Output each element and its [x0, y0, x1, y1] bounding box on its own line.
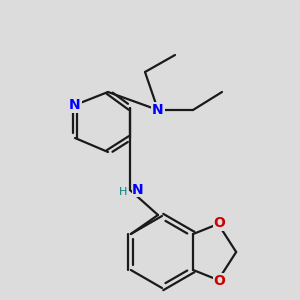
Text: O: O — [213, 274, 225, 288]
Text: N: N — [132, 183, 144, 197]
Text: O: O — [213, 216, 225, 230]
Text: N: N — [152, 103, 164, 117]
Text: N: N — [69, 98, 81, 112]
Text: H: H — [119, 187, 127, 197]
